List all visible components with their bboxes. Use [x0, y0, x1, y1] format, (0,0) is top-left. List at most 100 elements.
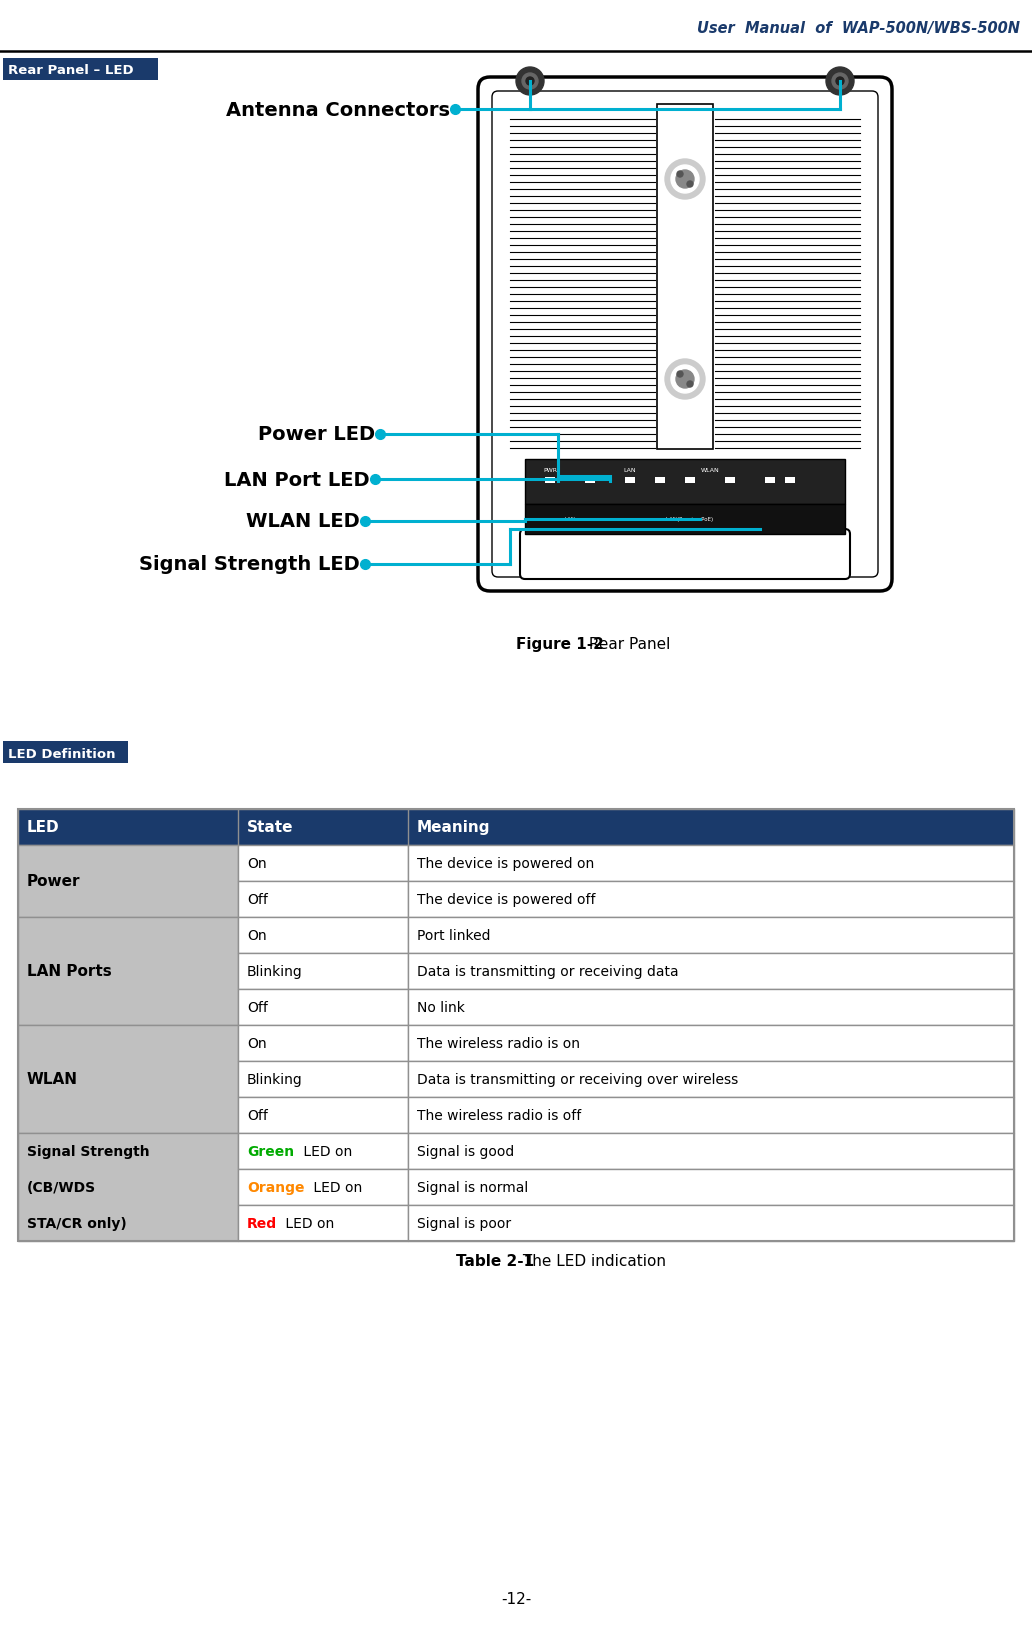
Text: Off: Off — [247, 1000, 268, 1015]
Text: (CB/WDS: (CB/WDS — [27, 1180, 96, 1195]
Text: Signal Strength: Signal Strength — [27, 1144, 150, 1159]
Text: Rear Panel – LED: Rear Panel – LED — [8, 64, 133, 77]
Text: Blinking: Blinking — [247, 1072, 302, 1087]
Text: Meaning: Meaning — [417, 819, 490, 836]
Text: LAN Ports: LAN Ports — [27, 965, 111, 979]
Text: Green: Green — [247, 1144, 294, 1159]
Text: No link: No link — [417, 1000, 464, 1015]
Bar — [408, 953, 1014, 989]
Text: Table 2-1: Table 2-1 — [456, 1253, 535, 1268]
Text: WLAN: WLAN — [701, 467, 719, 472]
Text: On: On — [247, 929, 266, 942]
Bar — [18, 845, 238, 917]
Circle shape — [671, 166, 699, 194]
Circle shape — [836, 78, 844, 86]
Bar — [238, 1097, 408, 1133]
Bar — [585, 478, 595, 483]
FancyBboxPatch shape — [520, 530, 850, 579]
Bar — [525, 460, 845, 504]
Bar — [238, 845, 408, 881]
Bar — [18, 809, 1014, 845]
Text: On: On — [247, 1036, 266, 1051]
Bar — [238, 953, 408, 989]
Bar — [655, 478, 665, 483]
Bar — [545, 478, 555, 483]
Circle shape — [665, 359, 705, 400]
Bar — [3, 59, 158, 82]
Text: LED: LED — [27, 819, 60, 836]
Circle shape — [665, 160, 705, 199]
Bar — [18, 1025, 238, 1133]
Bar — [18, 809, 1014, 1242]
Circle shape — [676, 370, 694, 388]
Text: The wireless radio is on: The wireless radio is on — [417, 1036, 580, 1051]
Text: User  Manual  of  WAP-500N/WBS-500N: User Manual of WAP-500N/WBS-500N — [697, 21, 1020, 36]
FancyBboxPatch shape — [492, 91, 878, 578]
Text: Antenna Connectors: Antenna Connectors — [226, 101, 450, 119]
Bar — [238, 1025, 408, 1061]
Circle shape — [522, 73, 538, 90]
Circle shape — [832, 73, 848, 90]
Text: STA/CR only): STA/CR only) — [27, 1216, 127, 1231]
Text: LAN Port LED: LAN Port LED — [224, 470, 370, 490]
Text: Data is transmitting or receiving over wireless: Data is transmitting or receiving over w… — [417, 1072, 738, 1087]
Text: WLAN LED: WLAN LED — [247, 512, 360, 530]
Bar — [525, 504, 845, 535]
Text: LED on: LED on — [281, 1216, 334, 1231]
Text: Off: Off — [247, 1108, 268, 1123]
Bar — [238, 1061, 408, 1097]
Bar — [3, 741, 128, 764]
Text: The LED indication: The LED indication — [518, 1253, 666, 1268]
Circle shape — [526, 78, 534, 86]
Text: Data is transmitting or receiving data: Data is transmitting or receiving data — [417, 965, 679, 979]
Text: Red: Red — [247, 1216, 278, 1231]
Bar — [408, 845, 1014, 881]
Text: Power: Power — [27, 875, 80, 889]
Circle shape — [677, 171, 683, 178]
Bar — [625, 478, 635, 483]
Bar — [238, 989, 408, 1025]
Bar — [408, 1061, 1014, 1097]
Circle shape — [687, 382, 694, 388]
Text: Blinking: Blinking — [247, 965, 302, 979]
Bar — [408, 881, 1014, 917]
FancyBboxPatch shape — [478, 78, 892, 592]
Bar — [408, 1025, 1014, 1061]
Circle shape — [826, 69, 854, 96]
Text: LAN: LAN — [565, 517, 576, 522]
Bar — [785, 478, 795, 483]
Text: The wireless radio is off: The wireless radio is off — [417, 1108, 581, 1123]
Text: PWR: PWR — [543, 467, 557, 472]
Text: Signal is poor: Signal is poor — [417, 1216, 511, 1231]
Bar — [238, 1133, 408, 1169]
Text: WLAN: WLAN — [27, 1072, 78, 1087]
Text: State: State — [247, 819, 293, 836]
Bar — [408, 989, 1014, 1025]
Bar — [685, 478, 695, 483]
Bar — [408, 1206, 1014, 1242]
Text: The device is powered on: The device is powered on — [417, 857, 594, 870]
Bar — [18, 917, 238, 1025]
Text: Off: Off — [247, 893, 268, 906]
Text: LAN(Passive PoE): LAN(Passive PoE) — [667, 517, 713, 522]
Circle shape — [687, 181, 694, 188]
Text: LED on: LED on — [309, 1180, 362, 1195]
Bar — [238, 1206, 408, 1242]
Text: Signal is good: Signal is good — [417, 1144, 514, 1159]
Circle shape — [516, 69, 544, 96]
Text: Signal is normal: Signal is normal — [417, 1180, 528, 1195]
Text: LED on: LED on — [299, 1144, 352, 1159]
Text: Signal Strength LED: Signal Strength LED — [139, 555, 360, 574]
Bar — [408, 1097, 1014, 1133]
Text: LED Definition: LED Definition — [8, 747, 116, 761]
Text: Orange: Orange — [247, 1180, 304, 1195]
Bar — [408, 1133, 1014, 1169]
Bar — [408, 917, 1014, 953]
Bar — [18, 1133, 238, 1242]
Bar — [238, 881, 408, 917]
Text: Power LED: Power LED — [258, 426, 375, 444]
Circle shape — [677, 372, 683, 377]
Text: Figure 1-2: Figure 1-2 — [516, 636, 604, 653]
Text: Rear Panel: Rear Panel — [584, 636, 671, 653]
Bar — [408, 1169, 1014, 1206]
